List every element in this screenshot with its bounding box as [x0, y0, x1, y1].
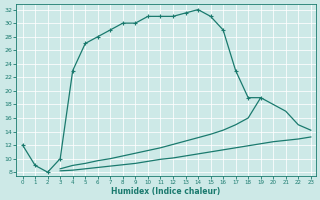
X-axis label: Humidex (Indice chaleur): Humidex (Indice chaleur) — [111, 187, 221, 196]
